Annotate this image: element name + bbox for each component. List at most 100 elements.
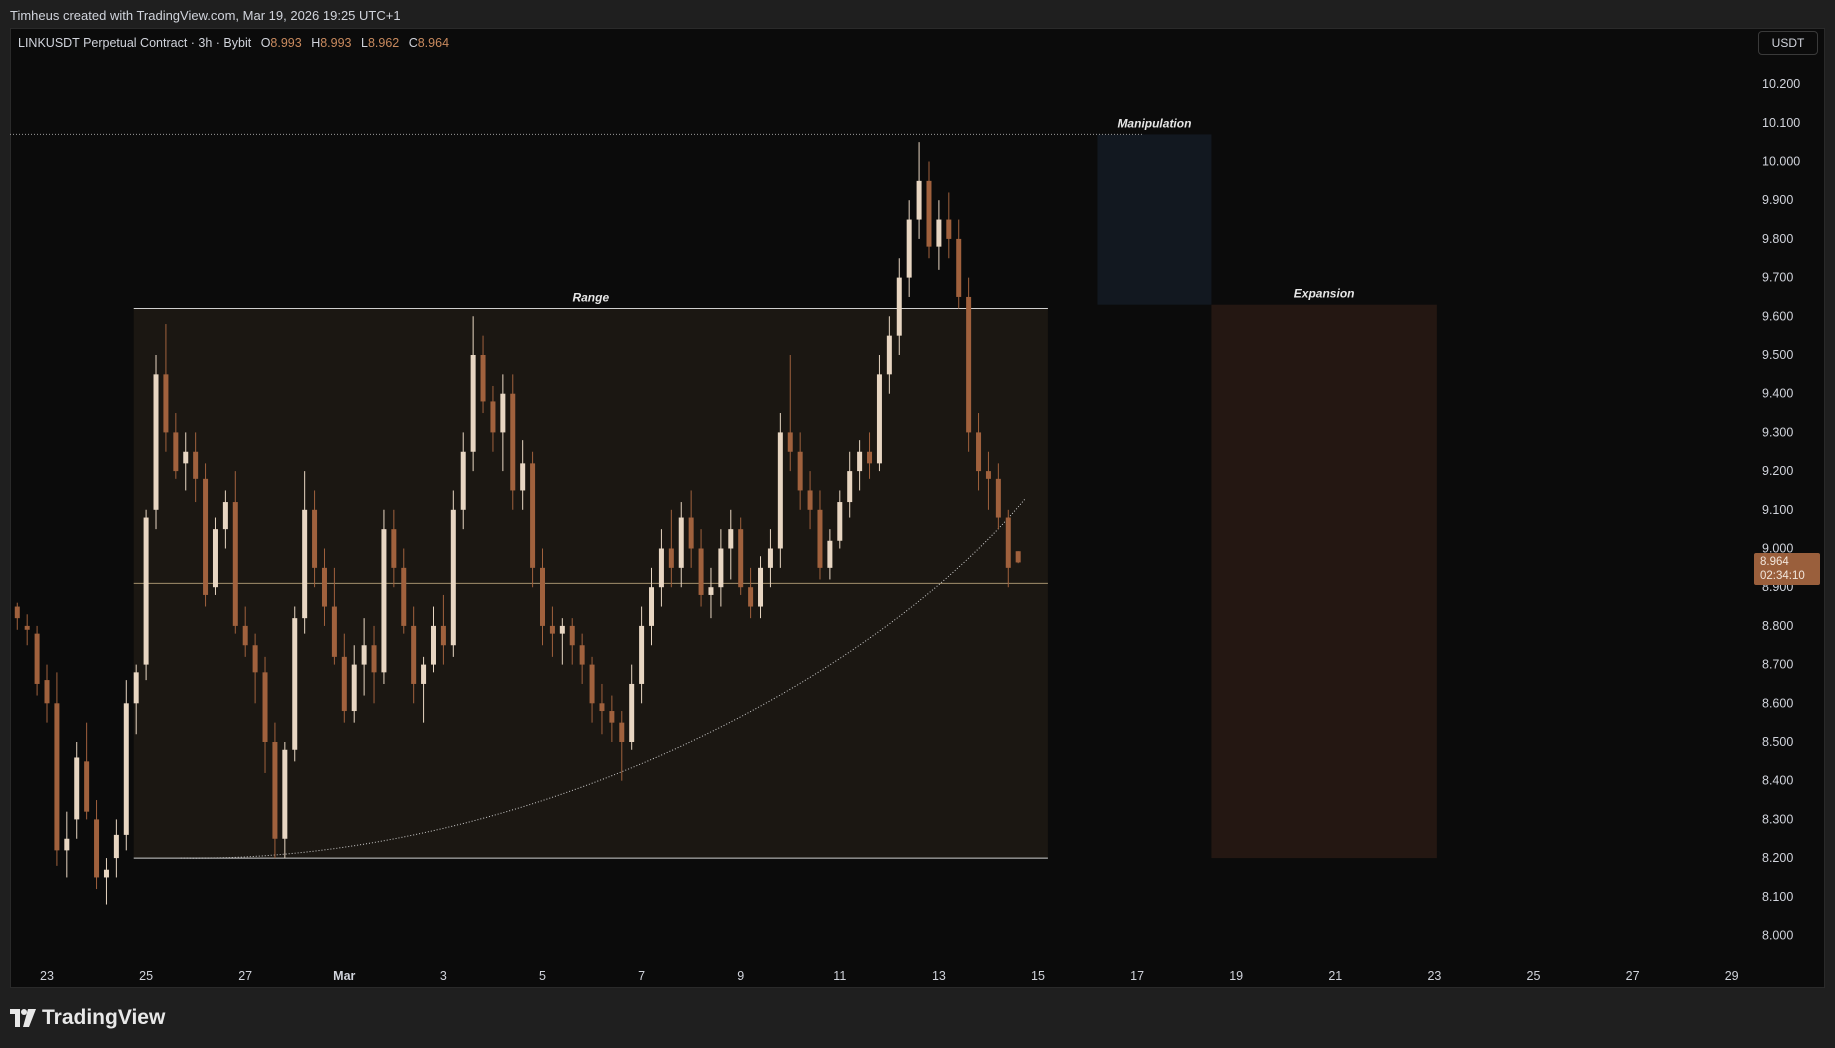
candle-body <box>549 625 555 634</box>
candle-body <box>312 509 318 568</box>
candle-body <box>926 180 932 247</box>
currency-button[interactable]: USDT <box>1758 31 1818 55</box>
y-axis-tick-label: 9.100 <box>1762 503 1793 517</box>
annotation-box-expansion[interactable] <box>1211 304 1437 859</box>
candle-body <box>450 509 456 646</box>
candle-body <box>698 548 704 595</box>
y-axis-tick-label: 10.200 <box>1762 77 1800 91</box>
y-axis-tick-label: 8.600 <box>1762 696 1793 710</box>
candle-body <box>540 567 545 626</box>
candle-body <box>232 502 238 626</box>
candle-body <box>748 587 754 607</box>
open-value: 8.993 <box>270 36 302 50</box>
candle-body <box>252 645 258 673</box>
candle-body <box>14 606 20 619</box>
annotation-box-manipulation[interactable] <box>1097 134 1212 305</box>
y-axis-tick-label: 8.400 <box>1762 774 1793 788</box>
candle-body <box>64 838 70 851</box>
candle-body <box>341 656 347 712</box>
candle-body <box>123 703 129 835</box>
candle-body <box>321 567 327 607</box>
last-price-tag: 8.964 02:34:10 <box>1754 553 1820 585</box>
candle-body <box>113 834 119 859</box>
x-axis-tick-label: 27 <box>238 969 252 983</box>
candle-body <box>599 703 605 712</box>
y-axis-tick-label: 10.000 <box>1762 155 1800 169</box>
candle-body <box>559 625 565 634</box>
candle-body <box>84 761 90 812</box>
candle-body <box>510 393 516 491</box>
candle-body <box>668 548 674 568</box>
candle-body <box>847 471 853 503</box>
candle-body <box>589 664 595 704</box>
x-axis-tick-label: Mar <box>333 969 355 983</box>
candle-body <box>401 567 407 626</box>
candle-body <box>222 502 228 530</box>
candle-body <box>867 451 873 464</box>
candle-body <box>777 432 783 549</box>
y-axis-tick-label: 9.700 <box>1762 271 1793 285</box>
x-axis-tick-label: 5 <box>539 969 546 983</box>
candle-body <box>827 540 833 568</box>
tradingview-logo[interactable]: TradingView <box>10 1006 165 1030</box>
x-axis-tick-label: 23 <box>40 969 54 983</box>
y-axis-tick-label: 8.500 <box>1762 735 1793 749</box>
y-axis-tick-label: 10.100 <box>1762 116 1800 130</box>
candle-body <box>44 680 50 704</box>
y-axis-tick-label: 9.600 <box>1762 309 1793 323</box>
x-axis-tick-label: 11 <box>833 969 846 983</box>
y-axis-tick-label: 8.300 <box>1762 812 1793 826</box>
candle-body <box>24 625 30 630</box>
symbol-name[interactable]: LINKUSDT Perpetual Contract · 3h · Bybit <box>18 36 252 50</box>
y-axis-tick-label: 8.800 <box>1762 619 1793 633</box>
annotation-label-range: Range <box>572 291 609 305</box>
candle-body <box>430 625 436 665</box>
candle-body <box>212 529 218 588</box>
candle-body <box>331 606 337 657</box>
candle-body <box>500 393 506 433</box>
candle-body <box>103 869 109 878</box>
candle-body <box>629 683 635 742</box>
tradingview-logo-text: TradingView <box>42 1006 166 1029</box>
y-axis-tick-label: 9.300 <box>1762 425 1793 439</box>
tradingview-logo-icon <box>10 1009 36 1027</box>
candle-body <box>440 625 446 646</box>
high-value: 8.993 <box>320 36 352 50</box>
y-axis-tick-label: 9.900 <box>1762 193 1793 207</box>
close-value: 8.964 <box>417 36 450 50</box>
candle-body <box>54 703 60 851</box>
dotted-curve <box>180 497 1026 859</box>
candle-body <box>173 432 179 472</box>
candle-body <box>133 672 139 704</box>
candle-body <box>282 749 288 839</box>
candle-body <box>292 618 298 750</box>
candle-body <box>886 335 892 375</box>
candle-body <box>530 463 536 568</box>
candle-body <box>302 509 308 619</box>
candle-body <box>203 478 209 595</box>
x-axis-tick-label: 27 <box>1626 969 1640 983</box>
annotation-label-expansion: Expansion <box>1294 287 1355 301</box>
candle-body <box>817 509 823 568</box>
x-axis-tick-label: 25 <box>139 969 153 983</box>
y-axis-tick-label: 9.500 <box>1762 348 1793 362</box>
x-axis-tick-label: 13 <box>932 969 946 983</box>
candle-body <box>936 219 942 247</box>
y-axis-tick-label: 8.000 <box>1762 929 1793 943</box>
candle-body <box>649 587 655 626</box>
symbol-legend[interactable]: LINKUSDT Perpetual Contract · 3h · Bybit… <box>18 36 449 50</box>
candle-body <box>906 219 912 278</box>
candle-body <box>193 451 199 479</box>
x-axis-tick-label: 25 <box>1527 969 1541 983</box>
candle-body <box>678 517 684 568</box>
y-axis-tick-label: 8.200 <box>1762 851 1793 865</box>
candle-body <box>183 451 189 464</box>
x-axis-tick-label: 23 <box>1427 969 1441 983</box>
y-axis-tick-label: 9.800 <box>1762 232 1793 246</box>
last-price-value: 8.964 <box>1760 556 1789 568</box>
candle-body <box>1005 517 1011 568</box>
candle-body <box>946 219 952 239</box>
y-axis-tick-label: 9.400 <box>1762 387 1793 401</box>
y-axis-tick-label: 8.700 <box>1762 658 1793 672</box>
